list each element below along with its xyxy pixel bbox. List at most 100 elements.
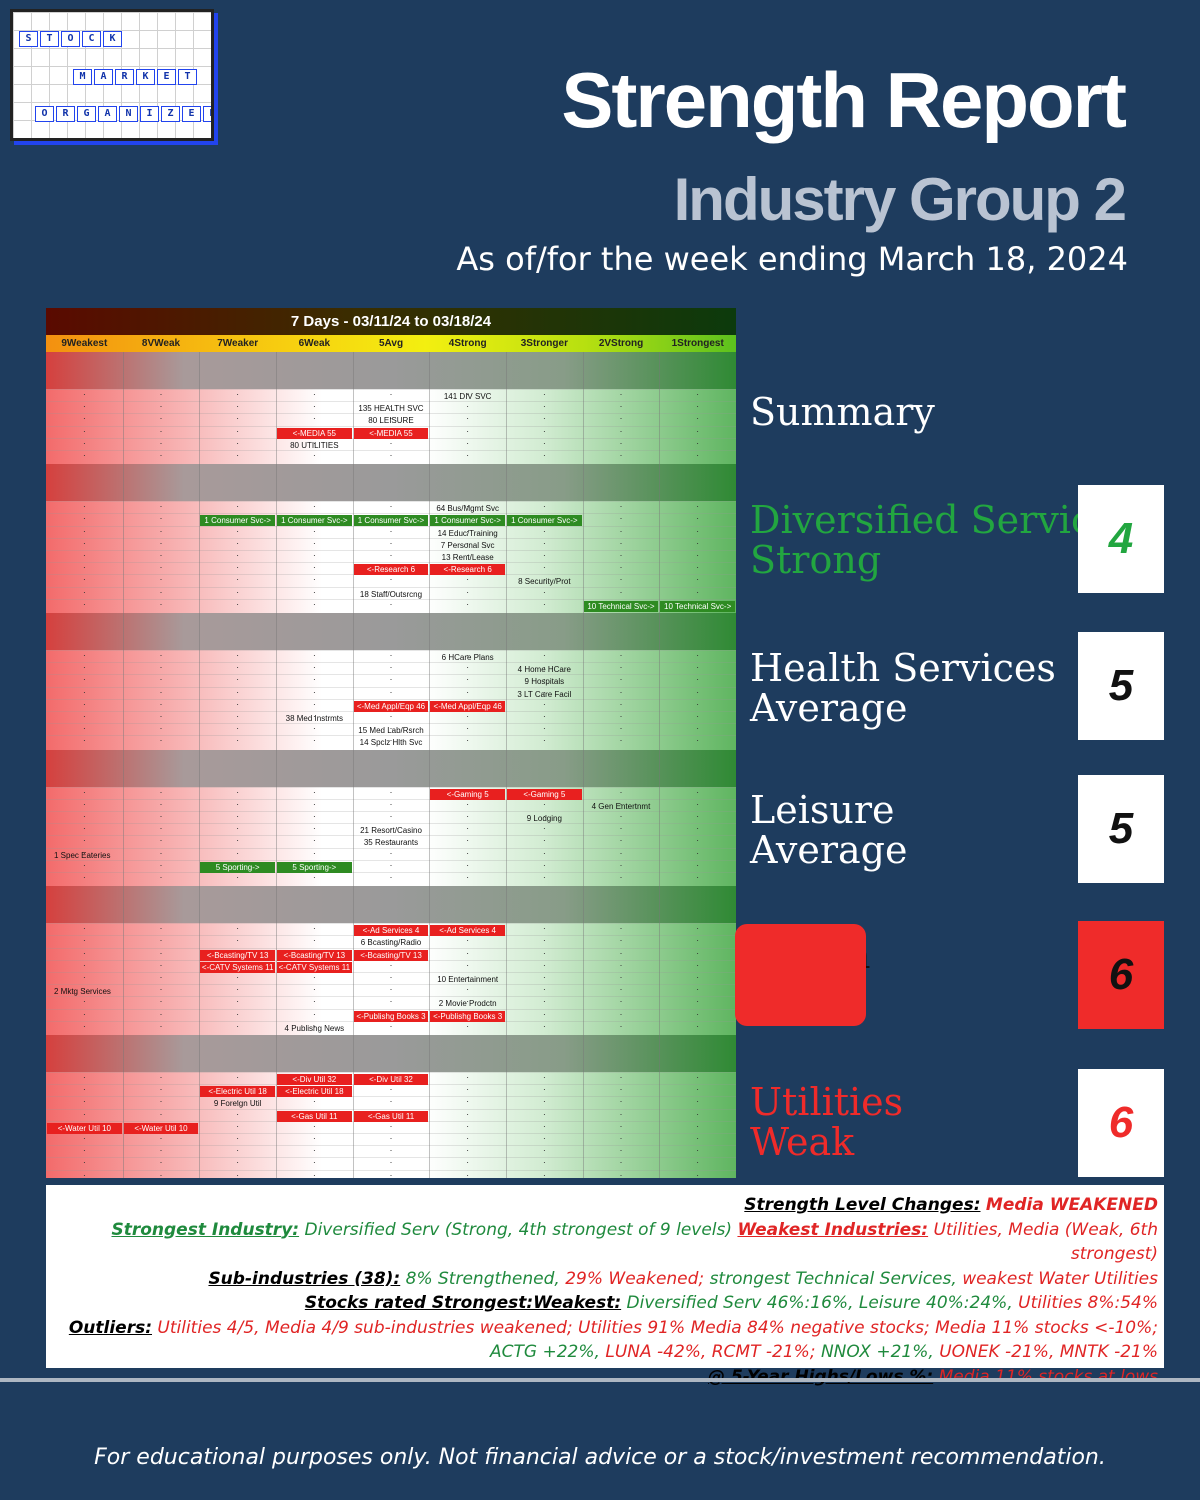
placeholder-dot: . bbox=[696, 957, 699, 968]
placeholder-dot: . bbox=[313, 1143, 316, 1154]
placeholder-dot: . bbox=[389, 982, 393, 993]
placeholder-dot: . bbox=[389, 870, 393, 880]
placeholder-dot: . bbox=[619, 870, 623, 880]
placeholder-dot: . bbox=[466, 423, 469, 434]
placeholder-dot: . bbox=[83, 411, 86, 422]
placeholder-dot: . bbox=[83, 1006, 86, 1017]
logo-letter: C bbox=[82, 31, 101, 47]
placeholder-dot: . bbox=[389, 845, 393, 856]
placeholder-dot: . bbox=[313, 584, 316, 595]
weakest-industries-value: Utilities, Media (Weak, 6th strongest) bbox=[933, 1219, 1158, 1265]
placeholder-dot: . bbox=[389, 1155, 393, 1166]
placeholder-dot: . bbox=[696, 499, 699, 510]
stocks-rated-label: Stocks rated Strongest:Weakest: bbox=[304, 1293, 622, 1313]
placeholder-dot: . bbox=[619, 435, 623, 446]
row-line bbox=[46, 723, 736, 725]
placeholder-dot: . bbox=[159, 982, 163, 993]
moved-cell: <-Electric Util 18 bbox=[200, 1086, 275, 1098]
placeholder-dot: . bbox=[696, 411, 699, 422]
level-label: 9Weakest bbox=[61, 338, 108, 349]
row-line bbox=[46, 598, 736, 600]
sub-industry-cell: 9 Hospitals bbox=[524, 677, 565, 687]
row-line bbox=[46, 401, 736, 403]
placeholder-dot: . bbox=[619, 921, 623, 932]
placeholder-dot: . bbox=[696, 721, 699, 732]
placeholder-dot: . bbox=[543, 957, 546, 968]
placeholder-dot: . bbox=[236, 733, 239, 744]
moved-cell: <-Div Util 32 bbox=[353, 1074, 429, 1085]
row-line bbox=[46, 1008, 736, 1010]
placeholder-dot: . bbox=[466, 957, 469, 968]
placeholder-dot: . bbox=[159, 596, 163, 607]
placeholder-dot: . bbox=[696, 584, 699, 595]
placeholder-dot: . bbox=[83, 796, 86, 807]
sub-industry-cell: 80 LEISURE bbox=[368, 416, 414, 426]
row-line bbox=[46, 686, 736, 688]
placeholder-dot: . bbox=[83, 857, 86, 868]
row-line bbox=[46, 562, 736, 564]
placeholder-dot: . bbox=[236, 1155, 239, 1166]
logo-letter: N bbox=[119, 106, 138, 122]
placeholder-dot: . bbox=[313, 1167, 316, 1178]
placeholder-dot: . bbox=[619, 672, 623, 683]
placeholder-dot: . bbox=[83, 660, 86, 671]
placeholder-dot: . bbox=[313, 809, 316, 819]
placeholder-dot: . bbox=[619, 660, 623, 671]
placeholder-dot: . bbox=[313, 560, 316, 571]
placeholder-dot: . bbox=[236, 435, 239, 446]
placeholder-dot: . bbox=[159, 696, 163, 707]
placeholder-dot: . bbox=[619, 399, 623, 410]
level-label: 7Weaker bbox=[217, 338, 259, 349]
strength-changes-label: Strength Level Changes: bbox=[744, 1195, 981, 1215]
placeholder-dot: . bbox=[313, 696, 316, 707]
placeholder-dot: . bbox=[236, 499, 239, 510]
placeholder-dot: . bbox=[389, 994, 393, 1005]
placeholder-dot: . bbox=[619, 982, 623, 993]
placeholder-dot: . bbox=[543, 1018, 546, 1029]
outliers-value: Utilities 4/5, Media 4/9 sub-industries … bbox=[157, 1317, 1158, 1338]
placeholder-dot: . bbox=[389, 572, 393, 583]
strongest-industry-value: Diversified Serv (Strong, 4th strongest … bbox=[304, 1219, 733, 1240]
placeholder-dot: . bbox=[159, 1131, 163, 1141]
placeholder-dot: . bbox=[543, 548, 546, 558]
placeholder-dot: . bbox=[159, 511, 163, 522]
placeholder-dot: . bbox=[236, 1143, 239, 1154]
group-rating: Strong bbox=[750, 538, 882, 582]
placeholder-dot: . bbox=[696, 994, 699, 1005]
logo-letter: E bbox=[182, 106, 201, 122]
placeholder-dot: . bbox=[696, 1094, 699, 1105]
summary-line-3: Sub-industries (38): 8% Strengthened, 29… bbox=[46, 1267, 1158, 1292]
placeholder-dot: . bbox=[159, 1167, 163, 1178]
placeholder-dot: . bbox=[466, 994, 469, 1005]
placeholder-dot: . bbox=[313, 411, 316, 422]
group-score: 5 bbox=[1078, 632, 1164, 740]
placeholder-dot: . bbox=[543, 733, 546, 744]
sub-industry-cell: 2 Mktg Services bbox=[54, 987, 111, 997]
placeholder-dot: . bbox=[543, 833, 546, 844]
placeholder-dot: . bbox=[159, 523, 163, 534]
placeholder-dot: . bbox=[159, 411, 163, 422]
sub-industry-cell: 135 HEALTH SVC bbox=[358, 404, 424, 414]
page-subtitle: Industry Group 2 bbox=[673, 166, 1127, 233]
placeholder-dot: . bbox=[313, 721, 316, 732]
sub-weakened: 29% Weakened; bbox=[565, 1268, 705, 1289]
moved-cell: 1 Consumer Svc-> bbox=[507, 515, 582, 527]
stocks-rated-weak: Utilities 8%:54% bbox=[1018, 1293, 1158, 1313]
sub-industry-cell: 10 Entertainment bbox=[437, 975, 499, 984]
placeholder-dot: . bbox=[696, 945, 699, 956]
placeholder-dot: . bbox=[83, 870, 86, 880]
placeholder-dot: . bbox=[83, 572, 86, 583]
placeholder-dot: . bbox=[313, 448, 316, 458]
placeholder-dot: . bbox=[159, 833, 163, 844]
logo-letter: E bbox=[157, 69, 176, 85]
placeholder-dot: . bbox=[543, 1082, 546, 1093]
placeholder-dot: . bbox=[236, 982, 239, 993]
chart-body: ........................................… bbox=[46, 352, 736, 1178]
row-line bbox=[46, 674, 736, 676]
placeholder-dot: . bbox=[159, 945, 163, 956]
placeholder-dot: . bbox=[313, 660, 316, 671]
sub-industry-cell: 6 HCare Plans bbox=[441, 653, 494, 662]
placeholder-dot: . bbox=[313, 1018, 316, 1029]
placeholder-dot: . bbox=[236, 809, 239, 819]
